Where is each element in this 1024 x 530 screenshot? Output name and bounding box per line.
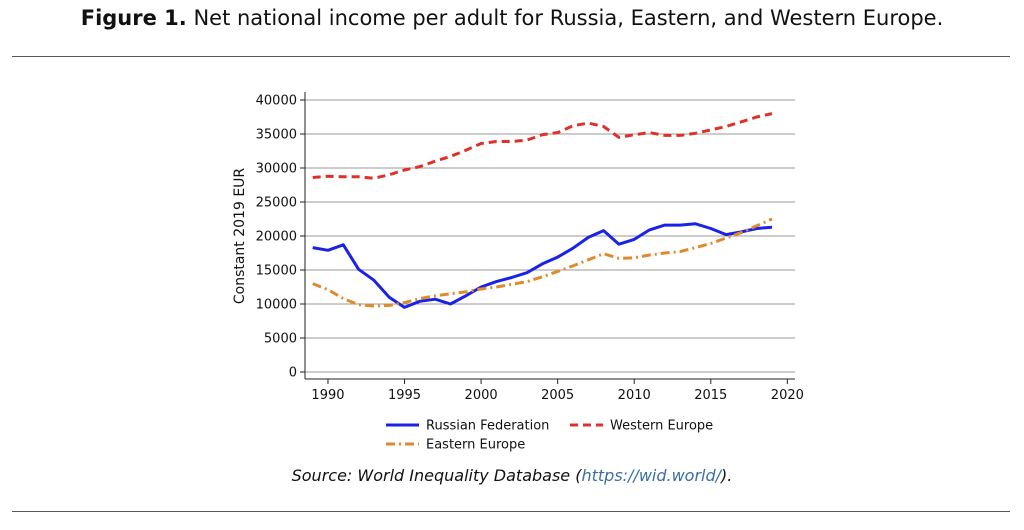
legend-label-eastern-europe: Eastern Europe xyxy=(426,438,525,453)
legend-label-western-europe: Western Europe xyxy=(610,419,713,434)
x-tick-label: 1990 xyxy=(311,388,344,403)
figure-title: Net national income per adult for Russia… xyxy=(193,6,944,30)
y-tick-label: 25000 xyxy=(256,196,297,211)
y-tick-label: 5000 xyxy=(264,332,297,347)
legend-label-russian-federation: Russian Federation xyxy=(426,419,549,434)
legend: Russian Federation Western Europe Eastern … xyxy=(386,419,713,453)
y-axis-title: Constant 2019 EUR xyxy=(232,168,248,305)
series-line-russian-federation xyxy=(312,222,773,309)
source-link[interactable]: https://wid.world/ xyxy=(581,466,722,485)
bottom-divider xyxy=(12,511,1010,512)
x-tick-label: 2005 xyxy=(541,388,574,403)
source-suffix: ). xyxy=(721,466,733,485)
top-divider xyxy=(12,56,1010,57)
x-tick-label: 2000 xyxy=(465,388,498,403)
series-line-eastern-europe xyxy=(312,217,773,308)
x-tick-label: 2015 xyxy=(694,388,727,403)
y-tick-label: 40000 xyxy=(256,94,297,109)
series-lines xyxy=(312,112,773,309)
figure-caption: Figure 1. Net national income per adult … xyxy=(0,6,1024,30)
axes: 0 5000 10000 15000 20000 25000 30000 35000 40000… xyxy=(232,92,804,403)
source-prefix: Source: World Inequality Database ( xyxy=(291,466,582,485)
line-chart: 0 5000 10000 15000 20000 25000 30000 35000 40000… xyxy=(232,92,804,453)
y-tick-label: 20000 xyxy=(256,230,297,245)
x-tick-label: 1995 xyxy=(388,388,421,403)
series-line-western-europe xyxy=(312,112,773,180)
figure-label: Figure 1. xyxy=(80,6,187,30)
y-tick-label: 0 xyxy=(289,366,297,381)
source-note: Source: World Inequality Database (https… xyxy=(0,466,1024,485)
y-tick-label: 35000 xyxy=(256,128,297,143)
y-tick-label: 10000 xyxy=(256,298,297,313)
gridlines xyxy=(305,99,795,373)
x-tick-label: 2010 xyxy=(618,388,651,403)
y-tick-label: 30000 xyxy=(256,162,297,177)
y-tick-label: 15000 xyxy=(256,264,297,279)
x-tick-label: 2020 xyxy=(771,388,804,403)
